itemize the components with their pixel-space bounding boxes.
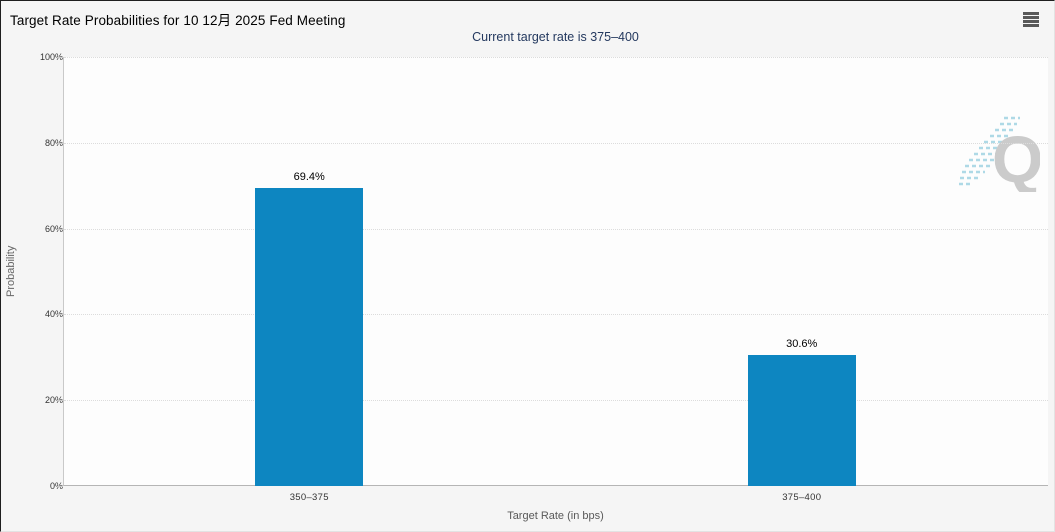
- bar-value-label: 30.6%: [786, 337, 818, 350]
- y-grid-line: [64, 142, 1048, 144]
- watermark-streak: [959, 116, 1020, 186]
- y-grid-line: [64, 314, 1048, 316]
- bar-350–375[interactable]: [255, 188, 364, 486]
- y-tick-mark: [58, 486, 63, 487]
- x-tick-label: 375–400: [782, 492, 822, 503]
- y-tick-label: 60%: [44, 223, 63, 234]
- hamburger-icon: [1023, 16, 1039, 19]
- y-tick-label: 20%: [44, 395, 63, 406]
- y-tick-label: 40%: [44, 309, 63, 320]
- y-tick-mark: [58, 142, 63, 144]
- chart-title: Target Rate Probabilities for 10 12月 202…: [10, 13, 346, 28]
- y-tick-label: 0%: [49, 481, 63, 491]
- plot-area: Q: [63, 57, 1048, 486]
- watermark-q: Q: [992, 122, 1040, 192]
- y-tick-mark: [58, 57, 63, 58]
- y-tick-label: 80%: [44, 137, 63, 148]
- y-grid-line: [64, 57, 1048, 58]
- watermark: Q: [954, 114, 1040, 192]
- hamburger-icon: [1023, 20, 1039, 23]
- hamburger-icon: [1023, 24, 1039, 27]
- context-menu-button[interactable]: [1023, 11, 1041, 28]
- bar-value-label: 69.4%: [293, 171, 325, 184]
- y-axis-title: Probability: [5, 245, 17, 298]
- y-tick-label: 100%: [39, 52, 63, 62]
- bar-375–400[interactable]: [747, 354, 856, 486]
- hamburger-icon: [1023, 12, 1039, 15]
- chart-subtitle: Current target rate is 375–400: [472, 30, 639, 44]
- y-tick-mark: [58, 400, 63, 402]
- y-grid-line: [64, 228, 1048, 230]
- x-axis-title: Target Rate (in bps): [507, 510, 604, 522]
- x-tick-label: 350–375: [289, 492, 329, 503]
- y-tick-mark: [58, 314, 63, 316]
- y-tick-mark: [58, 228, 63, 230]
- y-grid-line: [64, 400, 1048, 402]
